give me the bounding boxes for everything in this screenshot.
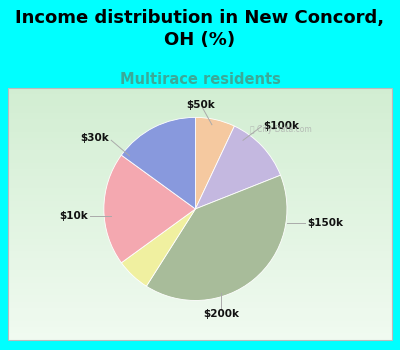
Bar	[8, 283, 392, 289]
Text: $30k: $30k	[81, 133, 109, 142]
Bar	[8, 132, 392, 138]
Text: $50k: $50k	[186, 100, 215, 111]
Bar	[8, 176, 392, 182]
Bar	[8, 232, 392, 239]
Text: Income distribution in New Concord,
OH (%): Income distribution in New Concord, OH (…	[16, 9, 384, 49]
Bar	[8, 119, 392, 125]
Text: $100k: $100k	[263, 121, 299, 131]
Bar	[8, 302, 392, 308]
Bar	[8, 333, 392, 340]
Wedge shape	[121, 117, 196, 209]
Bar	[8, 258, 392, 264]
Bar	[8, 182, 392, 188]
Text: $10k: $10k	[60, 211, 88, 221]
Bar	[8, 100, 392, 106]
Bar	[8, 314, 392, 321]
Wedge shape	[196, 126, 280, 209]
Bar	[8, 207, 392, 214]
Bar	[8, 138, 392, 144]
Bar	[8, 239, 392, 245]
Bar	[8, 163, 392, 169]
Bar	[8, 270, 392, 276]
Bar	[8, 106, 392, 113]
Bar	[8, 88, 392, 340]
Bar	[8, 220, 392, 226]
Bar	[8, 295, 392, 302]
Wedge shape	[146, 175, 287, 300]
Text: $200k: $200k	[203, 309, 239, 319]
Bar	[8, 289, 392, 295]
Wedge shape	[196, 117, 234, 209]
Text: ⓘ City-Data.com: ⓘ City-Data.com	[250, 125, 312, 134]
Bar	[8, 144, 392, 150]
Bar	[8, 125, 392, 132]
Bar	[8, 251, 392, 258]
Bar	[8, 188, 392, 195]
Bar	[8, 195, 392, 201]
Bar	[8, 157, 392, 163]
Text: $150k: $150k	[307, 218, 343, 228]
Bar	[8, 150, 392, 157]
Bar	[8, 201, 392, 207]
Bar	[8, 308, 392, 314]
Text: Multirace residents: Multirace residents	[120, 72, 280, 87]
Bar	[8, 113, 392, 119]
Bar	[8, 226, 392, 232]
Bar	[8, 245, 392, 251]
Bar	[8, 94, 392, 100]
Bar	[8, 169, 392, 176]
Bar	[8, 88, 392, 94]
Bar	[8, 264, 392, 270]
Bar	[8, 321, 392, 327]
Bar	[8, 327, 392, 333]
Bar	[8, 276, 392, 283]
Bar	[8, 214, 392, 220]
Wedge shape	[104, 155, 196, 263]
Wedge shape	[121, 209, 196, 286]
